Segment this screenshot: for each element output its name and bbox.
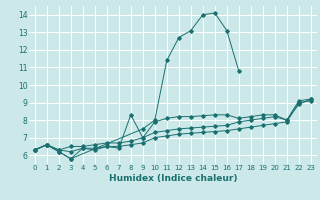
X-axis label: Humidex (Indice chaleur): Humidex (Indice chaleur) — [108, 174, 237, 183]
